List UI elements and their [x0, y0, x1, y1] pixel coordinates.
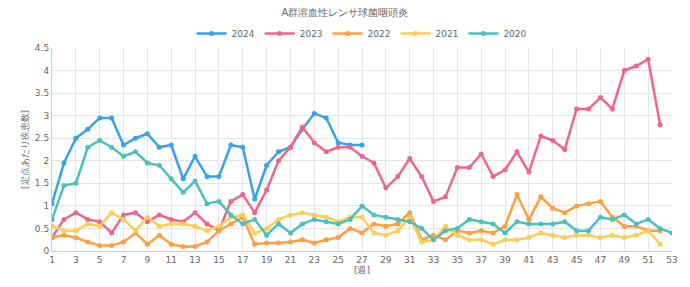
svg-text:3: 3: [43, 111, 49, 121]
svg-text:2023: 2023: [300, 29, 323, 39]
svg-text:[週]: [週]: [354, 265, 370, 275]
svg-text:47: 47: [595, 255, 606, 265]
svg-text:1: 1: [49, 255, 55, 265]
svg-text:2020: 2020: [503, 29, 526, 39]
svg-text:0.5: 0.5: [35, 224, 49, 234]
svg-text:27: 27: [356, 255, 367, 265]
svg-text:23: 23: [309, 255, 320, 265]
svg-text:19: 19: [261, 255, 273, 265]
svg-text:49: 49: [619, 255, 631, 265]
svg-text:35: 35: [452, 255, 463, 265]
svg-text:17: 17: [237, 255, 248, 265]
svg-text:1: 1: [43, 201, 49, 211]
svg-text:25: 25: [332, 255, 343, 265]
svg-text:41: 41: [523, 255, 534, 265]
svg-text:2022: 2022: [368, 29, 391, 39]
svg-text:4.5: 4.5: [35, 43, 49, 53]
svg-text:2: 2: [43, 156, 49, 166]
svg-text:29: 29: [380, 255, 392, 265]
svg-text:4: 4: [43, 66, 49, 76]
svg-text:21: 21: [285, 255, 296, 265]
svg-text:3.5: 3.5: [35, 88, 49, 98]
svg-text:51: 51: [642, 255, 653, 265]
svg-text:15: 15: [213, 255, 224, 265]
svg-text:31: 31: [404, 255, 415, 265]
svg-text:2021: 2021: [435, 29, 458, 39]
svg-text:39: 39: [499, 255, 511, 265]
svg-text:2.5: 2.5: [35, 133, 49, 143]
svg-text:2024: 2024: [232, 29, 255, 39]
svg-text:43: 43: [547, 255, 558, 265]
svg-text:A群溶血性レンサ球菌咽頭炎: A群溶血性レンサ球菌咽頭炎: [282, 7, 409, 18]
svg-text:11: 11: [166, 255, 177, 265]
svg-text:37: 37: [476, 255, 487, 265]
svg-text:1.5: 1.5: [35, 178, 49, 188]
svg-text:5: 5: [97, 255, 103, 265]
svg-text:3: 3: [73, 255, 79, 265]
svg-text:9: 9: [145, 255, 151, 265]
svg-text:13: 13: [189, 255, 200, 265]
svg-text:[定点あたり疾患数]: [定点あたり疾患数]: [20, 110, 30, 189]
svg-text:53: 53: [666, 255, 677, 265]
svg-text:7: 7: [121, 255, 127, 265]
svg-text:0: 0: [43, 246, 49, 256]
svg-text:45: 45: [571, 255, 582, 265]
svg-text:33: 33: [428, 255, 439, 265]
